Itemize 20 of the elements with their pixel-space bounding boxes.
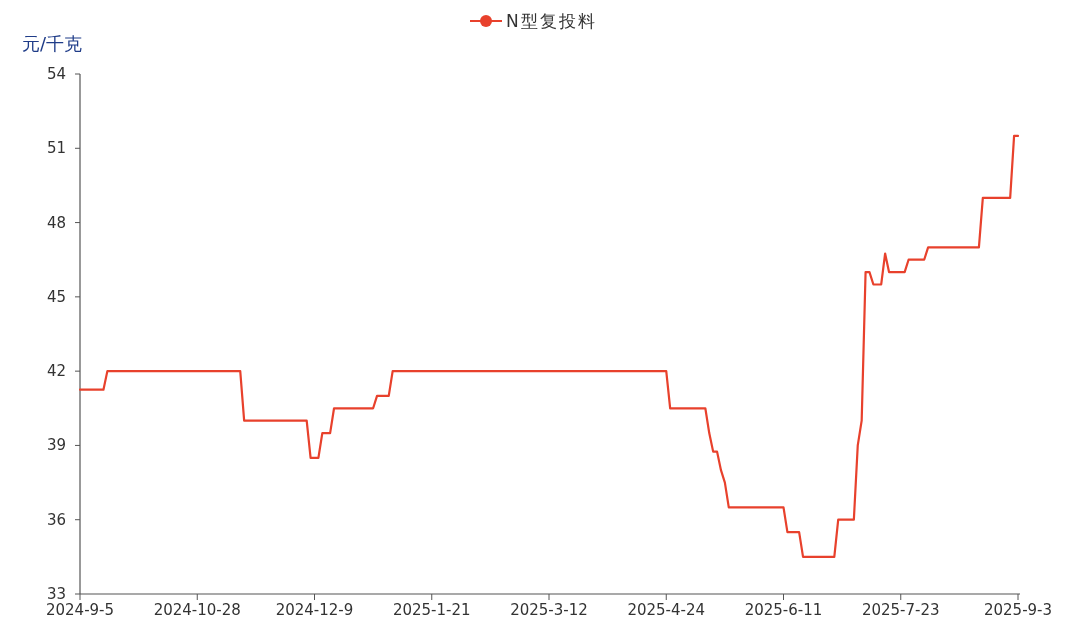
y-tick-label: 48 xyxy=(46,213,66,232)
x-tick-label: 2025-4-24 xyxy=(627,601,706,619)
x-tick-label: 2024-10-28 xyxy=(153,601,241,619)
legend: N型复投料 xyxy=(469,11,597,31)
x-tick-label: 2025-9-3 xyxy=(983,601,1053,619)
x-tick-label: 2025-6-11 xyxy=(744,601,823,619)
y-tick-label: 39 xyxy=(46,436,66,455)
y-tick-label: 36 xyxy=(46,510,66,529)
y-tick-label: 42 xyxy=(46,362,66,381)
x-tick-label: 2024-9-5 xyxy=(45,601,115,619)
y-tick-label: 33 xyxy=(46,585,66,603)
y-axis-title: 元/千克 xyxy=(22,33,83,54)
x-tick-label: 2025-1-21 xyxy=(392,601,471,619)
legend-label: N型复投料 xyxy=(506,11,597,31)
y-tick-label: 54 xyxy=(46,65,66,83)
x-tick-label: 2025-7-23 xyxy=(861,601,940,619)
y-tick-label: 45 xyxy=(46,287,66,306)
x-tick-label: 2025-3-12 xyxy=(510,601,588,619)
y-tick-label: 51 xyxy=(46,139,66,158)
x-tick-label: 2024-12-9 xyxy=(275,601,354,619)
